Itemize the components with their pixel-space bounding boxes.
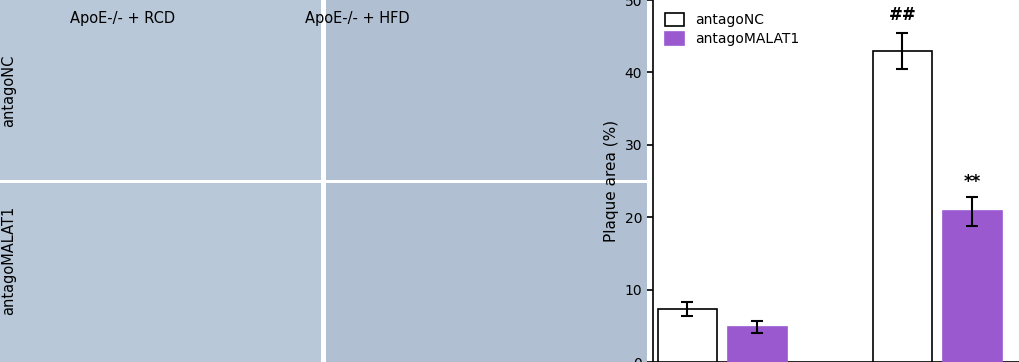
Text: antagoMALAT1: antagoMALAT1 (1, 206, 16, 315)
Text: ApoE-/- + RCD: ApoE-/- + RCD (69, 11, 175, 26)
Bar (942, 211, 1001, 362)
Text: ApoE-/- + HFD: ApoE-/- + HFD (305, 11, 409, 26)
Bar (657, 309, 716, 362)
Text: antagoNC: antagoNC (1, 54, 16, 127)
Text: **: ** (963, 173, 980, 191)
Legend: antagoNC, antagoMALAT1: antagoNC, antagoMALAT1 (659, 7, 805, 52)
Bar (872, 51, 931, 362)
Bar (728, 327, 786, 362)
Y-axis label: Plaque area (%): Plaque area (%) (603, 120, 619, 242)
Text: ##: ## (888, 6, 915, 24)
